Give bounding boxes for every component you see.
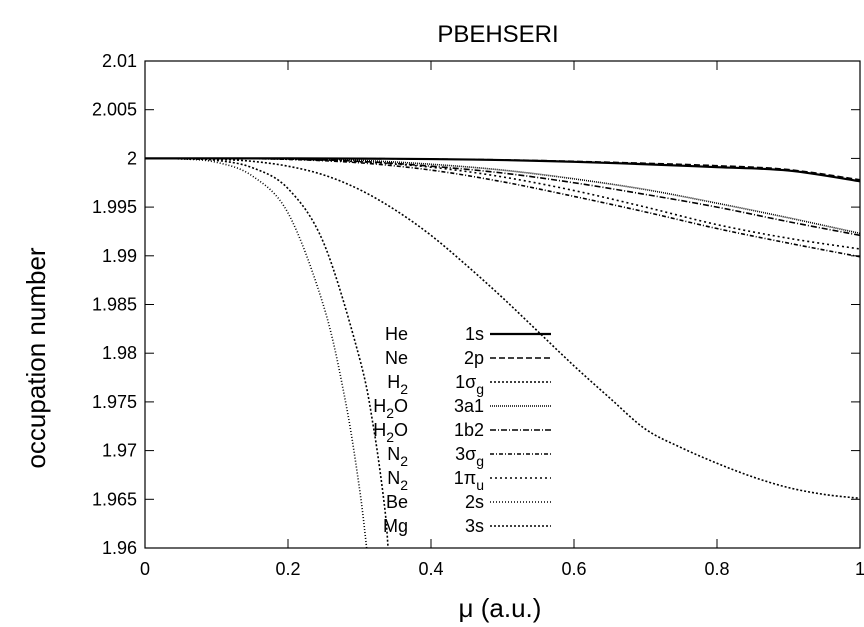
legend-entry: H2 1σg: [387, 372, 551, 397]
series-line-0: [145, 157, 860, 183]
legend-orbital: 3a1: [454, 396, 484, 416]
chart-title: PBEHSERI: [437, 21, 558, 48]
legend-molecule: N2: [387, 468, 408, 493]
y-tick-label: 2.01: [102, 51, 137, 71]
y-tick-label: 2.005: [92, 100, 137, 120]
legend-entry: He 1s: [385, 324, 551, 344]
legend-molecule: Be: [386, 492, 408, 512]
legend-orbital: 2p: [464, 348, 484, 368]
y-tick-label: 1.975: [92, 392, 137, 412]
legend-molecule: He: [385, 324, 408, 344]
x-tick-label: 0.4: [418, 559, 443, 579]
series-line-6: [145, 157, 860, 250]
plot-frame: [144, 60, 861, 549]
series-line-8: [145, 157, 389, 548]
y-axis: 1.96 1.965 1.97 1.975 1.98 1.985 1.99 1.995 2 2.0…: [92, 51, 860, 558]
x-tick-label: 1: [855, 559, 864, 579]
legend-molecule: N2: [387, 444, 408, 469]
legend-orbital: 2s: [465, 492, 484, 512]
legend-orbital: 3s: [465, 516, 484, 536]
y-tick-label: 1.965: [92, 489, 137, 509]
y-tick-label: 1.99: [102, 246, 137, 266]
legend-orbital: 1σg: [455, 372, 484, 397]
legend-molecule: H2: [387, 372, 408, 397]
legend-molecule: Mg: [383, 516, 408, 536]
legend-molecule: H2O: [373, 396, 408, 421]
x-tick-label: 0.8: [704, 559, 729, 579]
y-tick-label: 2: [127, 148, 137, 168]
legend-entry: H2O 1b2: [373, 420, 551, 445]
legend-orbital: 3σg: [455, 444, 484, 469]
legend-orbital: 1πu: [454, 468, 484, 493]
y-tick-label: 1.98: [102, 343, 137, 363]
legend-entry: Mg 3s: [383, 516, 551, 536]
legend-orbital: 1b2: [454, 420, 484, 440]
y-tick-label: 1.97: [102, 441, 137, 461]
x-axis-title: μ (a.u.): [459, 593, 542, 623]
legend-entry: Ne 2p: [385, 348, 551, 368]
legend-entry: N2 3σg: [387, 444, 551, 469]
y-tick-label: 1.985: [92, 295, 137, 315]
legend-entry: N2 1πu: [387, 468, 551, 493]
legend: He 1s Ne 2p H2 1σg H2O 3a1 H2O 1b2 N2 3σg N2 1πu Be 2s M…: [373, 324, 551, 536]
y-axis-title: occupation number: [21, 247, 51, 468]
x-tick-label: 0.2: [275, 559, 300, 579]
legend-entry: H2O 3a1: [373, 396, 551, 421]
series-line-2: [145, 157, 860, 500]
series-line-3: [145, 157, 860, 235]
legend-molecule: H2O: [373, 420, 408, 445]
series-line-7: [145, 157, 368, 548]
x-tick-label: 0: [140, 559, 150, 579]
series-line-5: [145, 157, 860, 258]
y-tick-label: 1.995: [92, 197, 137, 217]
x-tick-label: 0.6: [561, 559, 586, 579]
series-line-4: [145, 157, 860, 237]
series-layer: [145, 157, 860, 548]
y-tick-label: 1.96: [102, 538, 137, 558]
legend-orbital: 1s: [465, 324, 484, 344]
legend-entry: Be 2s: [386, 492, 551, 512]
legend-molecule: Ne: [385, 348, 408, 368]
x-axis: 0 0.2 0.4 0.6 0.8 1: [140, 61, 864, 579]
